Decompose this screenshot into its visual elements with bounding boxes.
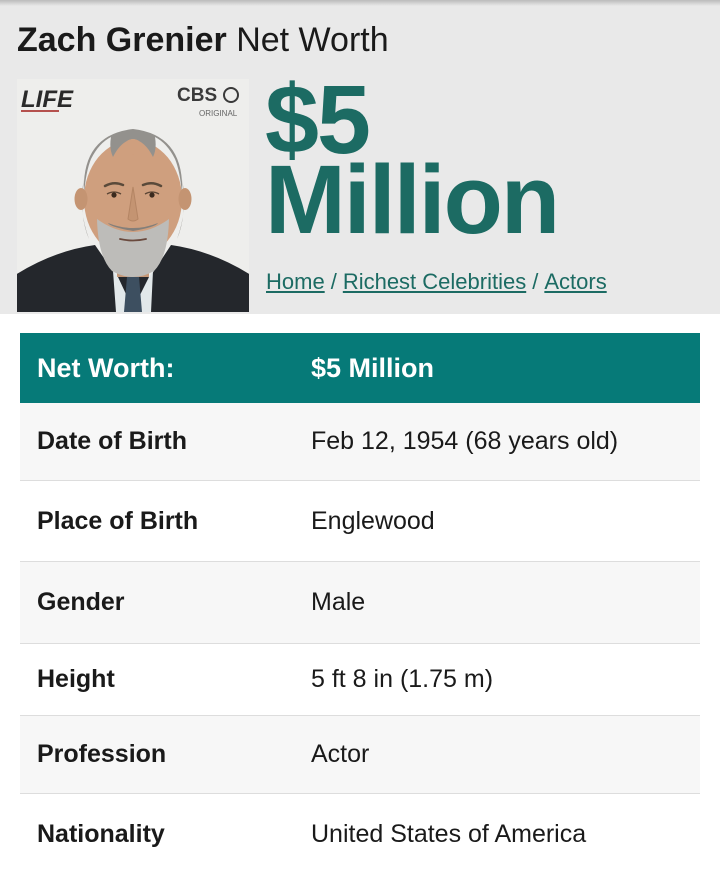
- svg-text:CBS: CBS: [177, 85, 217, 106]
- svg-text:LIFE: LIFE: [21, 86, 74, 113]
- svg-text:ORIGINAL: ORIGINAL: [199, 109, 238, 118]
